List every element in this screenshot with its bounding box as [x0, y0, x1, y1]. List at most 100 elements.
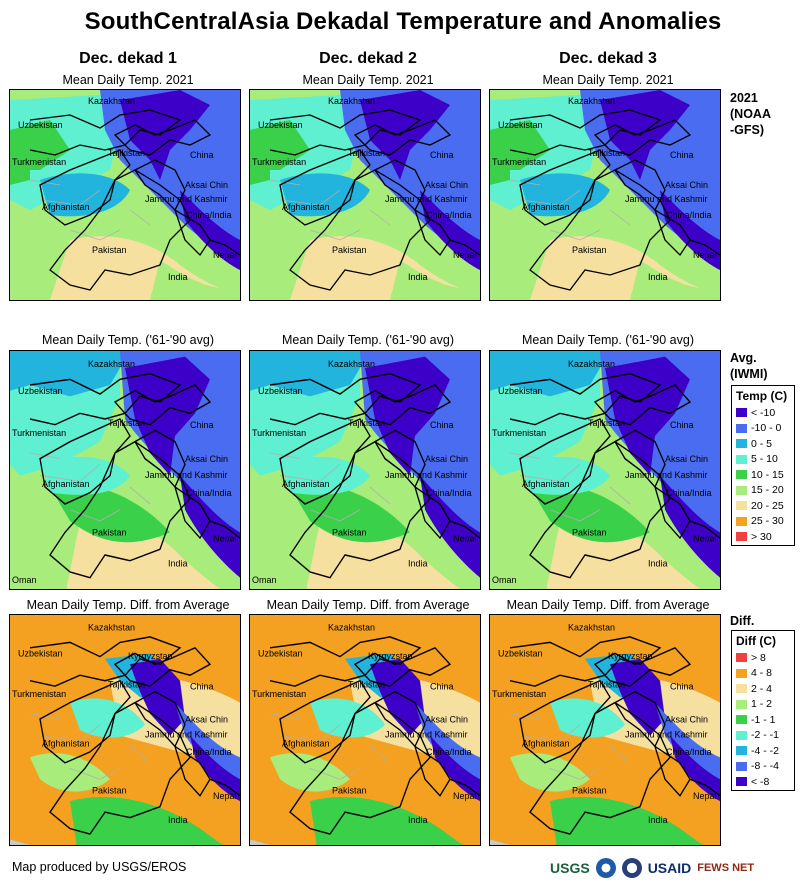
- map-region: [50, 484, 170, 543]
- row-label-current: 2021 (NOAA -GFS): [730, 91, 771, 137]
- temp-legend-label: 15 - 20: [751, 484, 784, 497]
- map-region: [510, 753, 590, 792]
- map-label-turkmenistan: Turkmenistan: [492, 689, 546, 699]
- diff-legend-swatch: [736, 668, 747, 678]
- country-border: [374, 690, 426, 748]
- map-label-kyrgyzstan: Kyrgyzstan: [128, 651, 173, 661]
- map-label-india: India: [168, 272, 188, 282]
- map-label-turkmenistan: Turkmenistan: [12, 157, 66, 167]
- usaid-seal-icon: [621, 858, 642, 878]
- map-label-nepal: Nepal: [453, 791, 477, 801]
- map-canvas: Kazakhstan Uzbekistan Turkmenistan Tajikist…: [10, 90, 240, 300]
- diff-legend-item: -1 - 1: [732, 712, 794, 728]
- country-border: [49, 440, 191, 579]
- map-average-dekad-2[interactable]: Kazakhstan Uzbekistan Turkmenistan Tajikist…: [249, 350, 481, 590]
- map-region: [10, 150, 30, 185]
- country-border: [49, 169, 191, 291]
- temp-legend-swatch: [736, 408, 747, 418]
- map-label-china: China: [670, 420, 694, 430]
- map-label-aksai-chin: Aksai Chin: [185, 454, 228, 464]
- map-label-uzbekistan: Uzbekistan: [18, 386, 63, 396]
- map-label-nepal: Nepal: [213, 250, 237, 260]
- map-region: [175, 702, 240, 791]
- map-label-uzbekistan: Uzbekistan: [258, 120, 303, 130]
- country-border: [353, 384, 452, 426]
- map-label-oman: Oman: [492, 575, 517, 585]
- map-label-china-india: China/India: [666, 488, 712, 498]
- map-label-india: India: [168, 815, 188, 825]
- map-region: [550, 797, 703, 845]
- map-current-dekad-2[interactable]: Kazakhstan Uzbekistan Turkmenistan Tajikist…: [249, 89, 481, 301]
- country-border: [614, 429, 666, 489]
- map-label-nepal: Nepal: [213, 791, 237, 801]
- temp-legend-item: 20 - 25: [732, 498, 794, 514]
- usaid-logo: USAID: [647, 860, 692, 876]
- country-border: [353, 647, 452, 687]
- country-border: [134, 690, 186, 748]
- map-label-turkmenistan: Turkmenistan: [252, 428, 306, 438]
- temp-legend-label: 5 - 10: [751, 453, 778, 466]
- map-label-nepal: Nepal: [693, 533, 717, 543]
- map-label-aksai-chin: Aksai Chin: [185, 714, 228, 724]
- map-label-tajikistan: Tajikistan: [588, 679, 625, 689]
- map-label-pakistan: Pakistan: [332, 786, 367, 796]
- country-border: [449, 520, 480, 539]
- map-current-dekad-3[interactable]: Kazakhstan Uzbekistan Turkmenistan Tajikist…: [489, 89, 721, 301]
- diff-legend-item: 2 - 4: [732, 681, 794, 697]
- map-average-dekad-3[interactable]: Kazakhstan Uzbekistan Turkmenistan Tajikist…: [489, 350, 721, 590]
- map-region: [280, 173, 370, 217]
- map-label-china-india: China/India: [666, 210, 712, 220]
- map-canvas: Kazakhstan Uzbekistan Turkmenistan Tajikist…: [250, 351, 480, 589]
- map-label-india: India: [648, 272, 668, 282]
- map-diff-dekad-1[interactable]: Kazakhstan Uzbekistan Turkmenistan Tajikist…: [9, 614, 241, 846]
- diff-legend-label: 4 - 8: [751, 667, 773, 680]
- country-border: [509, 372, 662, 426]
- map-label-afghanistan: Afghanistan: [42, 738, 90, 748]
- fews-net-logo: FEWS NET: [697, 862, 755, 874]
- map-label-kazakhstan: Kazakhstan: [88, 359, 135, 369]
- diff-legend-item: -4 - -2: [732, 743, 794, 759]
- usgs-logo: USGS: [550, 860, 590, 876]
- footer-credit: Map produced by USGS/EROS: [12, 860, 187, 874]
- map-current-dekad-1[interactable]: Kazakhstan Uzbekistan Turkmenistan Tajikist…: [9, 89, 241, 301]
- temp-legend-swatch: [736, 470, 747, 480]
- country-border: [529, 440, 671, 579]
- diff-legend-label: 1 - 2: [751, 698, 773, 711]
- country-border: [413, 744, 451, 797]
- map-region: [670, 735, 720, 802]
- temp-legend-swatch: [736, 532, 747, 542]
- map-label-pakistan: Pakistan: [572, 245, 607, 255]
- map-region: [600, 90, 690, 180]
- map-label-aksai-chin: Aksai Chin: [665, 454, 708, 464]
- map-label-nepal: Nepal: [453, 250, 477, 260]
- panel-title-average-3: Mean Daily Temp. ('61-'90 avg): [522, 333, 694, 347]
- map-diff-dekad-3[interactable]: Kazakhstan Uzbekistan Turkmenistan Tajikist…: [489, 614, 721, 846]
- map-label-tajikistan: Tajikistan: [588, 418, 625, 428]
- map-label-afghanistan: Afghanistan: [42, 202, 90, 212]
- temp-legend-item: < -10: [732, 405, 794, 421]
- diff-legend-swatch: [736, 730, 747, 740]
- map-region: [490, 150, 510, 185]
- diff-legend-swatch: [736, 777, 747, 787]
- map-region: [415, 702, 480, 791]
- map-label-jammu-kashmir: Jammu and Kashmir: [145, 470, 228, 480]
- map-label-turkmenistan: Turkmenistan: [492, 428, 546, 438]
- diff-legend-item: -8 - -4: [732, 759, 794, 775]
- map-region: [290, 484, 410, 543]
- map-region: [630, 260, 720, 300]
- panel-title-average-1: Mean Daily Temp. ('61-'90 avg): [42, 333, 214, 347]
- noaa-seal-icon: [595, 858, 616, 878]
- map-region: [370, 658, 425, 736]
- map-label-china: China: [190, 681, 214, 691]
- country-border: [689, 520, 720, 539]
- diff-legend-label: > 8: [751, 651, 766, 664]
- map-label-tajikistan: Tajikistan: [348, 148, 385, 158]
- map-diff-dekad-2[interactable]: Kazakhstan Uzbekistan Turkmenistan Tajikist…: [249, 614, 481, 846]
- map-label-india: India: [648, 815, 668, 825]
- map-region: [180, 190, 240, 270]
- map-average-dekad-1[interactable]: Kazakhstan Uzbekistan Turkmenistan Tajikist…: [9, 350, 241, 590]
- map-label-kazakhstan: Kazakhstan: [88, 622, 135, 632]
- country-border: [529, 701, 671, 835]
- map-label-afghanistan: Afghanistan: [282, 202, 330, 212]
- map-label-india: India: [648, 558, 668, 568]
